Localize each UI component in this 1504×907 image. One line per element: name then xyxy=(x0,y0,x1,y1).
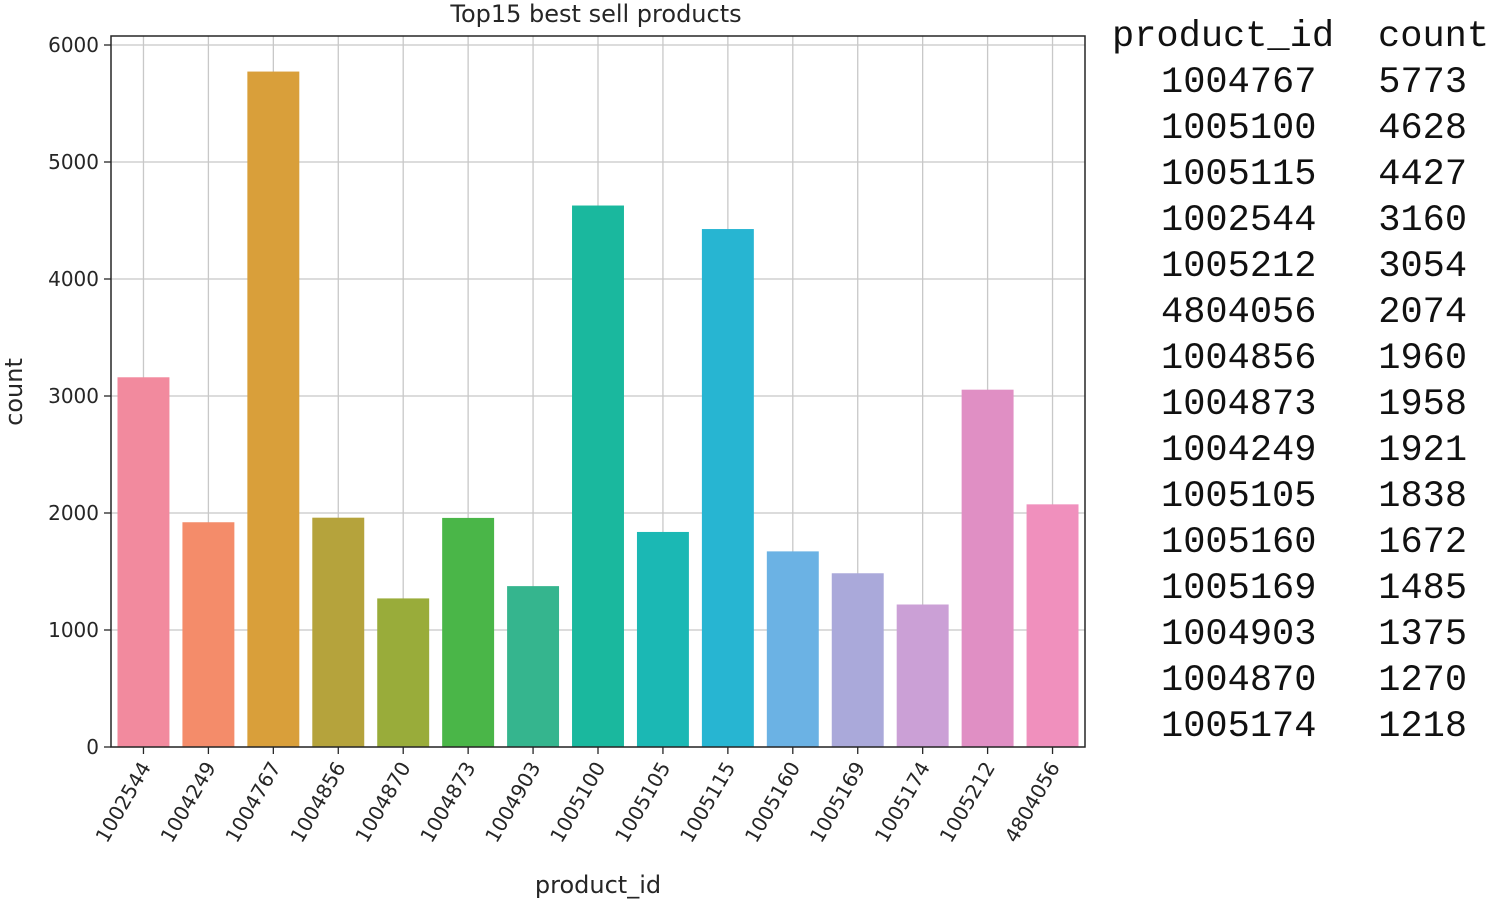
table-cell-product-id: 1002544 xyxy=(1161,200,1317,242)
y-axis-label: count xyxy=(0,358,28,426)
table-cell-product-id: 1005115 xyxy=(1161,154,1317,196)
y-tick-label: 0 xyxy=(86,735,99,759)
table-cell-product-id: 1005174 xyxy=(1161,706,1317,748)
bar-1004903 xyxy=(507,586,560,747)
data-table: product_id count 1004767 5773 1005100 4628 1… xyxy=(1112,14,1489,750)
column-header-product-id: product_id xyxy=(1112,16,1335,58)
bar-chart: Top15 best sell products 0 1000 2000 3000 40… xyxy=(0,0,1086,899)
table-row: 1004870 1270 xyxy=(1112,658,1489,704)
table-cell-product-id: 1004856 xyxy=(1161,338,1317,380)
bar-1004873 xyxy=(442,517,495,747)
bar-1005100 xyxy=(572,205,624,748)
table-cell-product-id: 1005160 xyxy=(1161,522,1317,564)
table-cell-count: 5773 xyxy=(1378,62,1468,104)
x-axis-label: product_id xyxy=(535,871,661,899)
bar-1002544 xyxy=(117,377,170,747)
table-cell-count: 1218 xyxy=(1378,706,1468,748)
table-cell-product-id: 1005212 xyxy=(1161,246,1317,288)
x-tick-label: 1004870 xyxy=(350,758,415,847)
table-cell-product-id: 1004767 xyxy=(1161,62,1317,104)
table-cell-count: 1921 xyxy=(1378,430,1468,472)
bar-1004249 xyxy=(182,522,235,747)
table-cell-product-id: 1004903 xyxy=(1161,614,1317,656)
x-tick-label: 1005212 xyxy=(935,758,1000,847)
table-cell-count: 1375 xyxy=(1378,614,1468,656)
x-tick-label: 1005169 xyxy=(805,758,870,847)
table-cell-count: 1485 xyxy=(1378,568,1468,610)
x-tick-label: 1004767 xyxy=(220,758,285,847)
table-row: 1005212 3054 xyxy=(1112,244,1489,290)
y-tick-label: 2000 xyxy=(48,501,99,525)
bar-1005174 xyxy=(896,604,949,747)
table-cell-count: 2074 xyxy=(1378,292,1468,334)
table-cell-count: 1270 xyxy=(1378,660,1468,702)
table-row: 1004903 1375 xyxy=(1112,612,1489,658)
table-body: 1004767 5773 1005100 4628 1005115 4427 1002544… xyxy=(1112,60,1489,750)
table-row: 1002544 3160 xyxy=(1112,198,1489,244)
table-cell-count: 3160 xyxy=(1378,200,1468,242)
y-tick-label: 1000 xyxy=(48,618,99,642)
table-cell-count: 1960 xyxy=(1378,338,1468,380)
table-cell-product-id: 1005105 xyxy=(1161,476,1317,518)
x-tick-label: 1005160 xyxy=(740,758,805,847)
x-tick-label: 1005100 xyxy=(545,758,610,847)
table-row: 1004873 1958 xyxy=(1112,382,1489,428)
x-tick-label: 4804056 xyxy=(1000,758,1065,847)
bar-1005115 xyxy=(701,229,754,747)
column-header-count: count xyxy=(1378,16,1490,58)
x-tick-label: 1005115 xyxy=(675,758,740,847)
chart-title: Top15 best sell products xyxy=(449,0,741,28)
table-row: 4804056 2074 xyxy=(1112,290,1489,336)
bar-layer xyxy=(117,71,1079,748)
x-tick-label: 1005105 xyxy=(610,758,675,847)
bar-1005169 xyxy=(831,573,884,747)
table-cell-count: 4628 xyxy=(1378,108,1468,150)
y-tick-label: 5000 xyxy=(48,150,99,174)
table-row: 1004856 1960 xyxy=(1112,336,1489,382)
bar-1004856 xyxy=(312,517,365,747)
table-cell-product-id: 1004873 xyxy=(1161,384,1317,426)
y-tick-label: 4000 xyxy=(48,267,99,291)
x-tick-label: 1004903 xyxy=(480,758,545,847)
x-tick-label: 1004856 xyxy=(285,758,350,847)
x-tick-label: 1004873 xyxy=(415,758,480,847)
table-cell-product-id: 1005169 xyxy=(1161,568,1317,610)
table-row: 1005100 4628 xyxy=(1112,106,1489,152)
table-row: 1005169 1485 xyxy=(1112,566,1489,612)
bar-1005105 xyxy=(636,531,689,747)
y-axis: 0 1000 2000 3000 4000 5000 6000 xyxy=(48,33,111,759)
x-tick-label: 1004249 xyxy=(155,758,220,847)
table-cell-count: 3054 xyxy=(1378,246,1468,288)
table-cell-product-id: 1004249 xyxy=(1161,430,1317,472)
table-cell-count: 4427 xyxy=(1378,154,1468,196)
x-axis: 1002544 1004249 1004767 1004856 1004870 10048… xyxy=(90,747,1065,847)
table-row: 1005160 1672 xyxy=(1112,520,1489,566)
x-tick-label: 1002544 xyxy=(90,758,155,847)
y-tick-label: 3000 xyxy=(48,384,99,408)
table-cell-product-id: 1005100 xyxy=(1161,108,1317,150)
y-tick-label: 6000 xyxy=(48,33,99,57)
table-cell-product-id: 4804056 xyxy=(1161,292,1317,334)
bar-1004870 xyxy=(377,598,430,747)
table-cell-count: 1838 xyxy=(1378,476,1468,518)
table-cell-product-id: 1004870 xyxy=(1161,660,1317,702)
x-tick-label: 1005174 xyxy=(870,758,935,847)
bar-4804056 xyxy=(1026,504,1079,747)
bar-1005212 xyxy=(961,389,1014,747)
table-row: 1004249 1921 xyxy=(1112,428,1489,474)
table-header-row: product_id count xyxy=(1112,14,1489,60)
table-row: 1005115 4427 xyxy=(1112,152,1489,198)
table-row: 1005174 1218 xyxy=(1112,704,1489,750)
bar-1005160 xyxy=(766,551,819,747)
table-row: 1005105 1838 xyxy=(1112,474,1489,520)
table-cell-count: 1672 xyxy=(1378,522,1468,564)
table-cell-count: 1958 xyxy=(1378,384,1468,426)
bar-1004767 xyxy=(247,71,300,747)
table-row: 1004767 5773 xyxy=(1112,60,1489,106)
